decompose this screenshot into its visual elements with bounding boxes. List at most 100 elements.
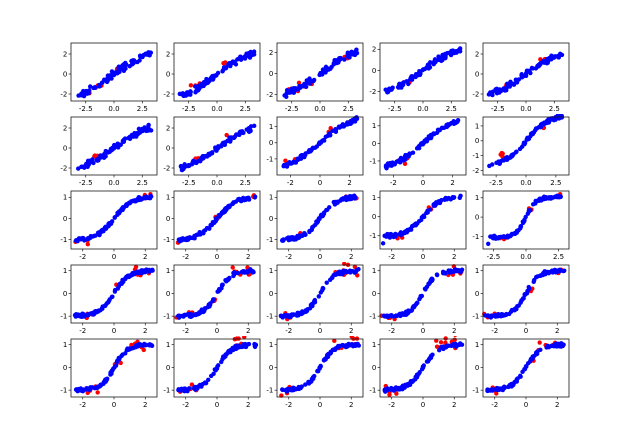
blue-scatter-series [280, 193, 358, 243]
y-tick-label: 0 [63, 215, 67, 223]
y-tick-label: 1 [372, 341, 376, 349]
x-tick-label: -2.5 [182, 105, 196, 113]
plot-border [482, 42, 570, 102]
x-tick-label: 2 [452, 253, 456, 261]
x-tick-label: -2 [388, 401, 395, 409]
y-tick-label: -1 [60, 313, 67, 321]
x-tick-label: 2 [143, 401, 147, 409]
y-tick-label: 0 [269, 364, 273, 372]
x-tick-label: 2.5 [549, 105, 560, 113]
plot-border [276, 190, 364, 250]
y-tick-label: 0 [269, 139, 273, 147]
blue-scatter-series [383, 46, 463, 95]
axis-ticks-r1-c2: -2.5 0.0 2.5 -2 0 2 [163, 50, 250, 113]
subplot-r4-c1: -2 0 2 -1 0 1 [58, 262, 159, 336]
x-tick-label: 2.5 [137, 179, 148, 187]
x-tick-label: -2 [390, 179, 397, 187]
y-tick-label: -1 [369, 387, 376, 395]
y-tick-label: 0 [372, 364, 376, 372]
y-tick-label: 0 [166, 215, 170, 223]
subplot-r4-c2: -2 0 2 -1 0 1 [161, 262, 262, 336]
axis-ticks-r4-c5: -2 0 2 -1 0 1 [472, 267, 559, 335]
subplot-r2-c2: -2.5 0.0 2.5 -2 0 2 [161, 114, 262, 188]
y-tick-label: 1 [269, 267, 273, 275]
y-tick-label: 2 [475, 50, 479, 58]
y-tick-label: -2 [60, 164, 67, 172]
subplot-r4-c5: -2 0 2 -1 0 1 [470, 262, 571, 336]
subplot-r3-c5: -2.5 0.0 2.5 -1 0 1 [470, 188, 571, 262]
x-tick-label: 2 [349, 401, 353, 409]
x-tick-label: 2 [555, 327, 559, 335]
x-tick-label: 2 [349, 253, 353, 261]
x-tick-label: 2 [452, 401, 456, 409]
y-tick-label: -1 [60, 387, 67, 395]
blue-scatter-series [176, 194, 258, 244]
x-tick-label: 2 [143, 327, 147, 335]
blue-scatter-series [178, 123, 257, 173]
x-tick-label: 2 [349, 327, 353, 335]
x-tick-label: 2 [452, 327, 456, 335]
x-tick-label: 2 [246, 327, 250, 335]
y-tick-label: -1 [369, 232, 376, 240]
y-tick-label: 2 [63, 50, 67, 58]
x-tick-label: 0 [421, 401, 425, 409]
y-tick-label: -2 [472, 90, 479, 98]
x-tick-label: 0 [215, 327, 219, 335]
plot-border [482, 264, 570, 324]
x-tick-label: 0 [215, 401, 219, 409]
axis-ticks-r2-c5: -2.5 0.0 2.5 -2 -1 0 1 [472, 122, 561, 187]
subplot-r5-c2: -2 0 2 -1 0 1 [161, 336, 262, 410]
blue-scatter-series [282, 47, 360, 100]
x-tick-label: -2 [285, 327, 292, 335]
subplot-r3-c4: -2 0 2 -1 0 1 [367, 188, 468, 262]
x-tick-label: 0 [421, 179, 425, 187]
x-tick-label: 2.5 [550, 179, 561, 187]
red-scatter-series [482, 267, 564, 320]
blue-scatter-series [281, 115, 360, 169]
axis-ticks-r4-c1: -2 0 2 -1 0 1 [60, 267, 147, 335]
y-tick-label: 0 [475, 290, 479, 298]
x-tick-label: 2 [246, 401, 250, 409]
x-tick-label: 0 [112, 401, 116, 409]
y-tick-label: -2 [369, 88, 376, 96]
y-tick-label: -2 [472, 167, 479, 175]
y-tick-label: -1 [369, 313, 376, 321]
x-tick-label: 0 [215, 253, 219, 261]
axis-ticks-r3-c4: -2 0 2 -1 0 1 [369, 194, 456, 261]
y-tick-label: 1 [63, 267, 67, 275]
x-tick-label: 2.5 [240, 179, 251, 187]
y-tick-label: 2 [166, 124, 170, 132]
x-tick-label: 2 [555, 401, 559, 409]
axis-ticks-r5-c2: -2 0 2 -1 0 1 [163, 341, 250, 409]
y-tick-label: 0 [63, 144, 67, 152]
plot-border [173, 338, 261, 398]
blue-scatter-series [486, 193, 563, 246]
plot-border [173, 42, 261, 102]
axis-ticks-r5-c1: -2 0 2 -1 0 1 [60, 341, 147, 409]
y-tick-label: 0 [372, 213, 376, 221]
x-tick-label: 0.0 [211, 179, 222, 187]
blue-scatter-series [485, 341, 566, 394]
x-tick-label: 0 [318, 401, 322, 409]
y-tick-label: 1 [372, 122, 376, 130]
blue-scatter-series [382, 341, 465, 394]
x-tick-label: -2.5 [79, 179, 93, 187]
x-tick-label: 2 [450, 179, 454, 187]
y-tick-label: -1 [472, 387, 479, 395]
plot-border [276, 116, 364, 176]
y-tick-label: 1 [166, 194, 170, 202]
x-tick-label: 2 [347, 179, 351, 187]
y-tick-label: 1 [269, 123, 273, 131]
axis-ticks-r5-c5: -2 0 2 -1 0 1 [472, 341, 559, 409]
x-tick-label: -2.5 [79, 105, 93, 113]
axis-ticks-r5-c3: -2 0 2 -1 0 1 [266, 341, 353, 409]
plot-border [379, 190, 467, 250]
x-tick-label: -2.5 [388, 105, 402, 113]
x-tick-label: 0.0 [108, 179, 119, 187]
y-tick-label: 0 [166, 290, 170, 298]
axis-ticks-r4-c4: -2 0 2 -1 0 1 [369, 267, 456, 335]
y-tick-label: 1 [63, 341, 67, 349]
y-tick-label: 0 [166, 70, 170, 78]
y-tick-label: 2 [63, 124, 67, 132]
